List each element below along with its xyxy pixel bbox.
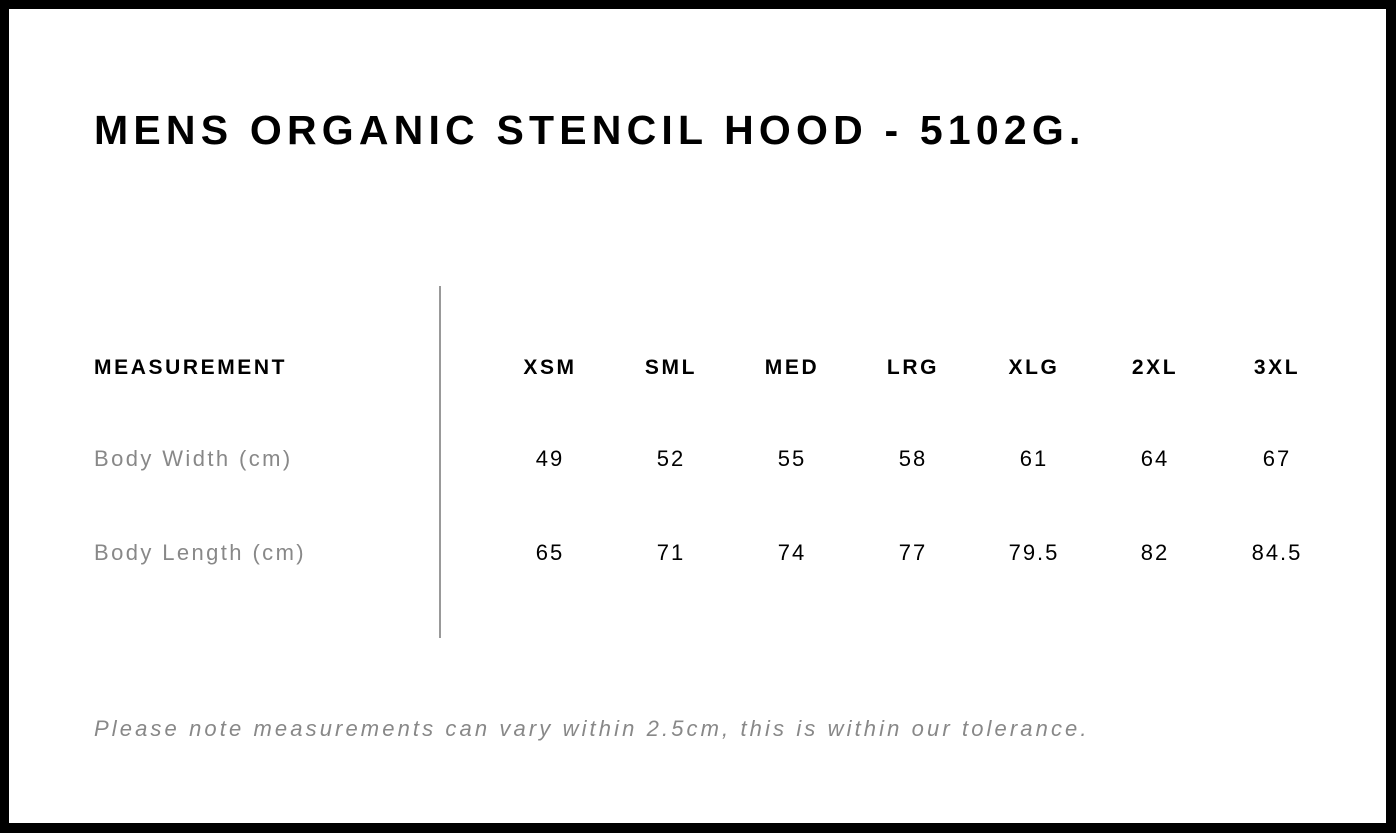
table-cell: 84.5 <box>1251 540 1303 565</box>
size-header: XSM <box>523 356 577 379</box>
size-header: 3XL <box>1253 356 1301 379</box>
row-label-body-width: Body Width (cm) <box>94 446 293 471</box>
tolerance-note: Please note measurements can vary within… <box>94 716 1090 741</box>
size-header: SML <box>644 356 698 379</box>
row-label-body-length: Body Length (cm) <box>94 540 307 565</box>
table-cell: 71 <box>656 540 686 565</box>
size-header: LRG <box>886 356 940 379</box>
table-cell: 49 <box>535 446 565 471</box>
measurement-header: MEASUREMENT <box>94 356 288 379</box>
size-chart-card: MENS ORGANIC STENCIL HOOD - 5102G. MEASU… <box>9 9 1386 823</box>
size-header: 2XL <box>1131 356 1179 379</box>
table-cell: 67 <box>1262 446 1292 471</box>
table-cell: 55 <box>777 446 807 471</box>
table-cell: 82 <box>1140 540 1170 565</box>
column-divider <box>439 286 441 638</box>
table-cell: 65 <box>535 540 565 565</box>
table-cell: 77 <box>898 540 928 565</box>
table-cell: 58 <box>898 446 928 471</box>
size-header: XLG <box>1008 356 1060 379</box>
table-cell: 74 <box>777 540 807 565</box>
table-cell: 52 <box>656 446 686 471</box>
table-cell: 61 <box>1019 446 1049 471</box>
table-cell: 64 <box>1140 446 1170 471</box>
table-cell: 79.5 <box>1008 540 1060 565</box>
size-header: MED <box>764 356 820 379</box>
page-title: MENS ORGANIC STENCIL HOOD - 5102G. <box>94 107 1086 153</box>
